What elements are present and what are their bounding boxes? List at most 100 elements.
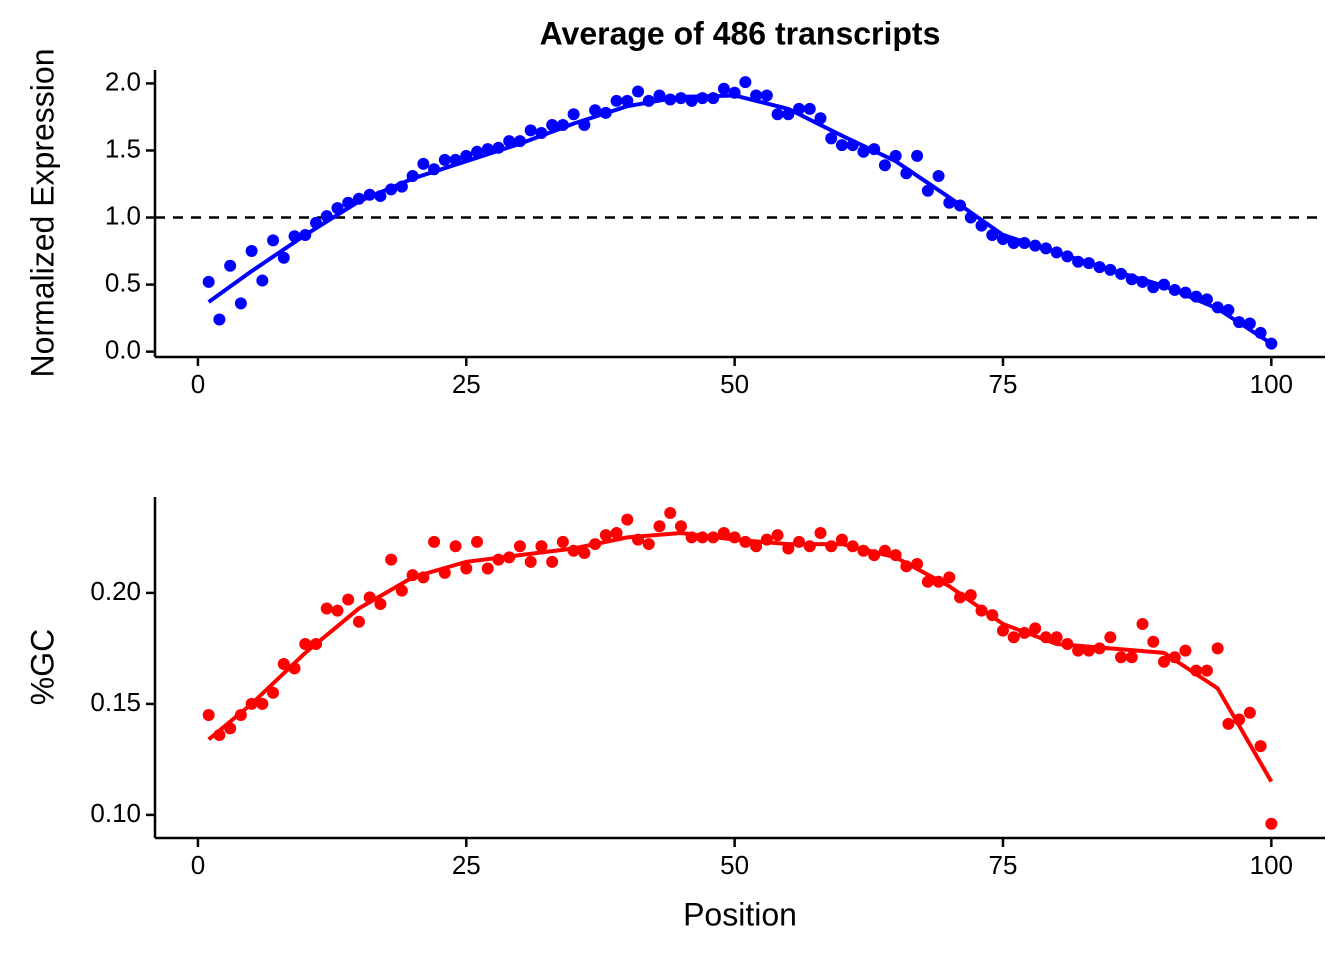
y-axis-label: Normalized Expression [24, 48, 60, 377]
point [921, 184, 934, 197]
point [1050, 631, 1063, 644]
point [760, 89, 773, 102]
point [449, 540, 462, 553]
point [642, 538, 655, 551]
x-tick-label: 75 [989, 850, 1018, 880]
point [878, 159, 891, 172]
point [471, 535, 484, 548]
point [771, 529, 784, 542]
point [1029, 622, 1042, 635]
point [1104, 631, 1117, 644]
point [1243, 706, 1256, 719]
point [632, 85, 645, 98]
x-tick-label: 25 [452, 850, 481, 880]
point [299, 637, 312, 650]
point [513, 540, 526, 553]
point [803, 102, 816, 115]
point [234, 297, 247, 310]
x-tick-label: 100 [1250, 850, 1293, 880]
point [664, 506, 677, 519]
point [578, 546, 591, 559]
x-tick-label: 50 [720, 369, 749, 399]
x-axis-label: Position [683, 896, 797, 932]
x-tick-label: 25 [452, 369, 481, 399]
point [835, 139, 848, 152]
point [546, 555, 559, 568]
point [320, 602, 333, 615]
point [814, 526, 827, 539]
y-tick-label: 0.5 [105, 267, 141, 297]
point [267, 234, 280, 247]
point [556, 535, 569, 548]
point [331, 604, 344, 617]
point [428, 535, 441, 548]
point [277, 251, 290, 264]
point [1147, 635, 1160, 648]
point [503, 135, 516, 148]
point [1254, 740, 1267, 753]
point [1211, 642, 1224, 655]
point [1136, 617, 1149, 630]
y-tick-label: 2.0 [105, 66, 141, 96]
point [996, 624, 1009, 637]
point [256, 274, 269, 287]
point [932, 169, 945, 182]
point [674, 520, 687, 533]
point [739, 76, 752, 89]
point [1125, 651, 1138, 664]
point [224, 259, 237, 272]
point [911, 149, 924, 162]
point [277, 657, 290, 670]
x-tick-label: 0 [191, 850, 205, 880]
point [202, 275, 215, 288]
point [943, 571, 956, 584]
point [245, 245, 258, 258]
point [213, 313, 226, 326]
point [921, 575, 934, 588]
point [1200, 664, 1213, 677]
point [1007, 631, 1020, 644]
smooth-line [207, 93, 1273, 346]
y-tick-label: 0.20 [90, 576, 141, 606]
point [1265, 817, 1278, 830]
x-tick-label: 100 [1250, 369, 1293, 399]
point [524, 555, 537, 568]
point [546, 118, 559, 131]
point [653, 520, 666, 533]
point [621, 513, 634, 526]
y-axis-label: %GC [24, 629, 60, 705]
smooth-line [207, 530, 1274, 783]
point [535, 540, 548, 553]
point [202, 709, 215, 722]
point [1115, 651, 1128, 664]
point [825, 132, 838, 145]
point [524, 124, 537, 137]
point [1222, 717, 1235, 730]
point [567, 108, 580, 121]
point [460, 562, 473, 575]
chart-title: Average of 486 transcripts [540, 15, 941, 51]
point [385, 553, 398, 566]
point [374, 598, 387, 611]
point [342, 593, 355, 606]
point [599, 529, 612, 542]
point [1179, 644, 1192, 657]
point [610, 94, 623, 107]
point [267, 686, 280, 699]
point [481, 562, 494, 575]
point [771, 108, 784, 121]
x-tick-label: 75 [989, 369, 1018, 399]
x-tick-label: 0 [191, 369, 205, 399]
point [417, 157, 430, 170]
y-tick-label: 0.0 [105, 335, 141, 365]
x-tick-label: 50 [720, 850, 749, 880]
point [438, 153, 451, 166]
point [395, 584, 408, 597]
y-tick-label: 1.5 [105, 133, 141, 163]
point [256, 697, 269, 710]
y-tick-label: 1.0 [105, 200, 141, 230]
point [589, 104, 602, 117]
y-tick-label: 0.15 [90, 687, 141, 717]
point [717, 82, 730, 95]
